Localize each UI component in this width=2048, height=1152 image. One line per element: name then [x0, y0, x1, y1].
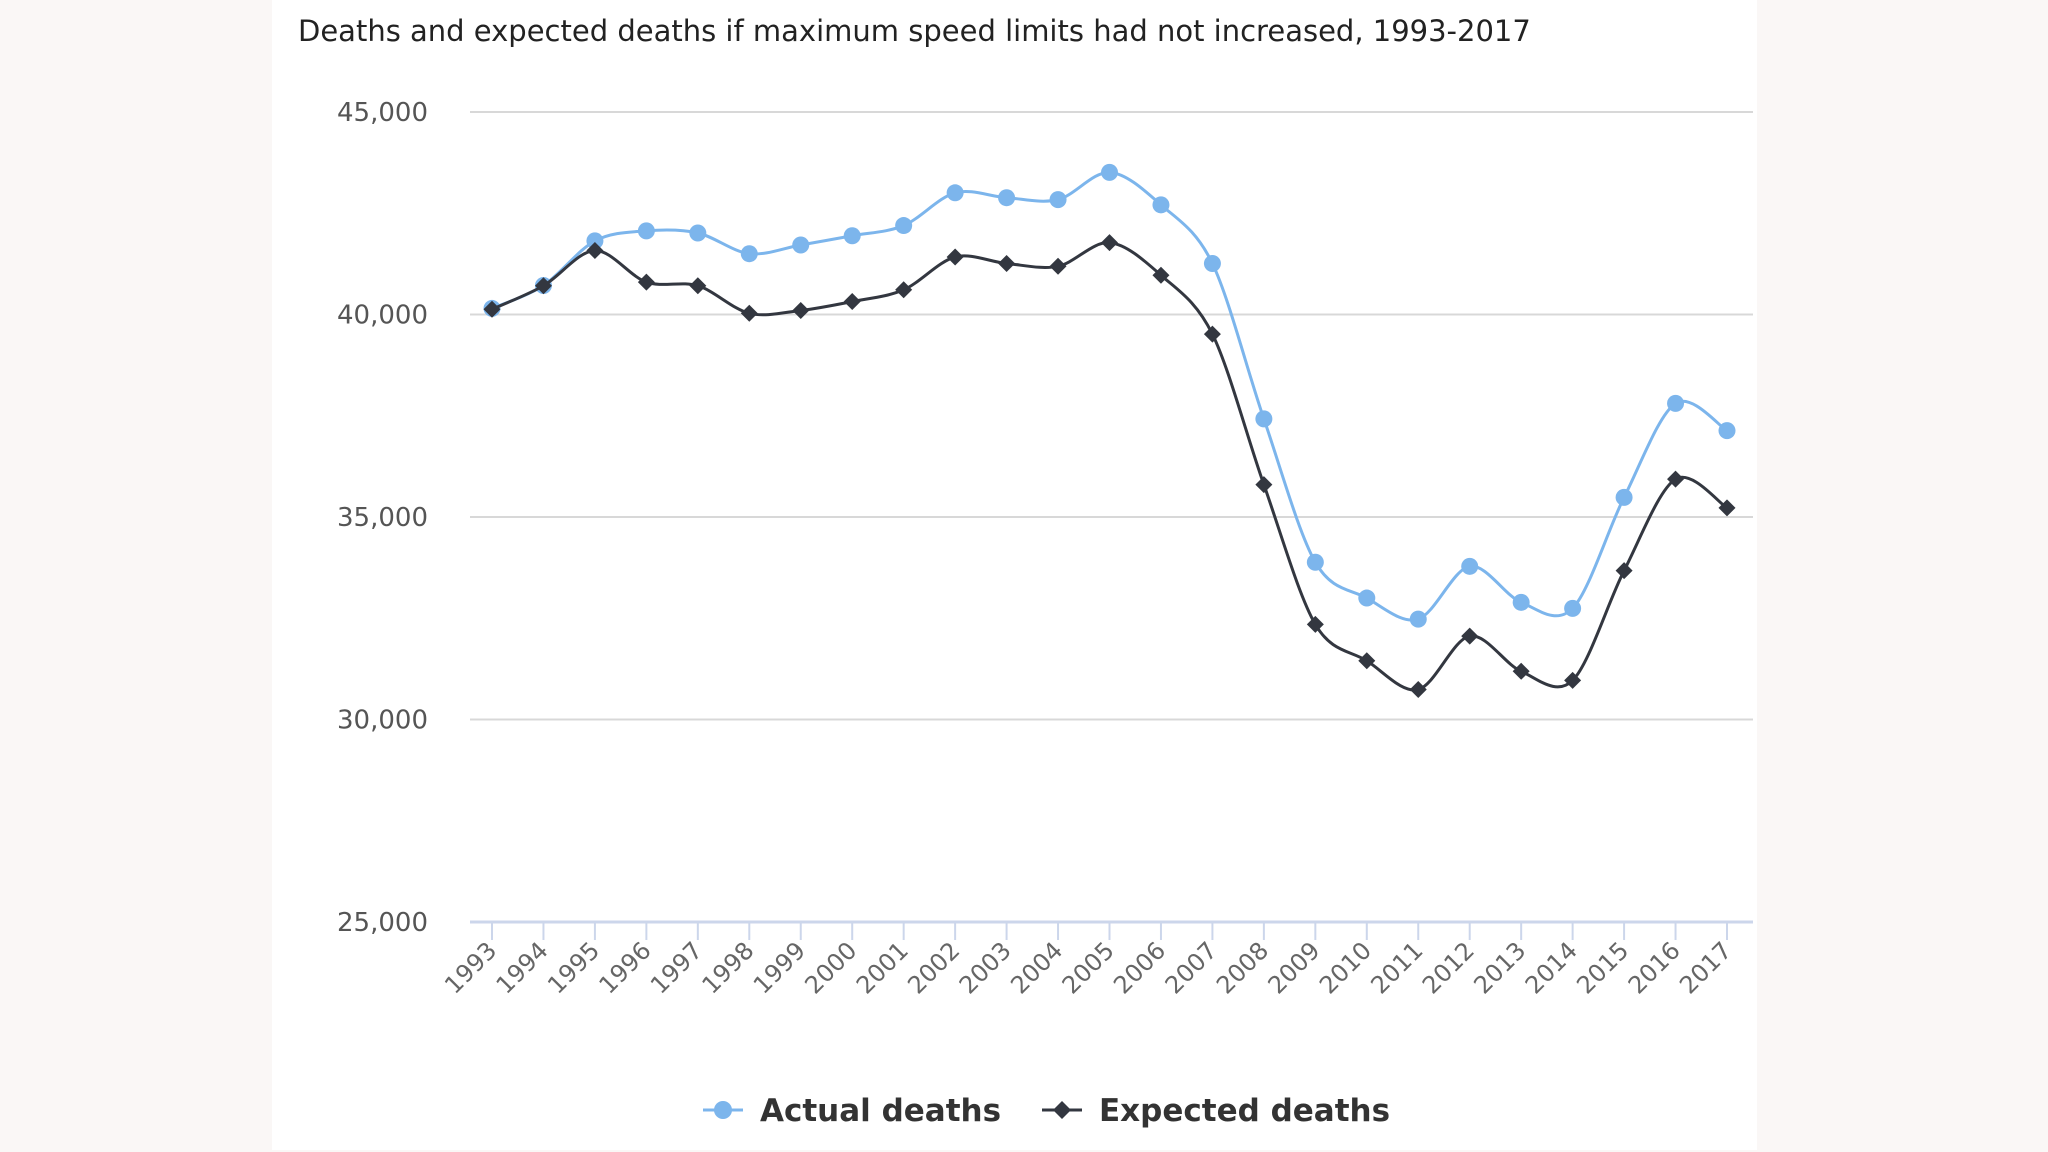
expected-deaths-point — [1564, 671, 1582, 689]
actual-deaths-point — [1718, 422, 1736, 440]
actual-deaths-point — [1255, 410, 1273, 428]
y-tick-label: 25,000 — [337, 908, 428, 938]
actual-deaths-point — [1564, 599, 1582, 617]
actual-deaths-point — [843, 227, 861, 245]
y-tick-label: 45,000 — [337, 98, 428, 128]
x-tick-label: 2010 — [1314, 936, 1377, 999]
x-tick-label: 2014 — [1520, 936, 1583, 999]
chart-title: Deaths and expected deaths if maximum sp… — [298, 14, 1531, 48]
expected-deaths-point — [843, 293, 861, 311]
legend-item-actual: Actual deaths — [760, 1093, 1001, 1129]
expected-legend-marker — [1053, 1101, 1071, 1119]
expected-deaths-point — [1409, 681, 1427, 699]
x-tick-label: 2004 — [1005, 936, 1068, 999]
actual-deaths-point — [1152, 196, 1170, 214]
x-tick-label: 2016 — [1623, 936, 1686, 999]
x-tick-label: 1994 — [491, 936, 554, 999]
expected-deaths-point — [483, 300, 501, 318]
x-tick-label: 1993 — [439, 936, 502, 999]
actual-deaths-point — [586, 232, 604, 250]
expected-deaths-point — [1358, 652, 1376, 670]
expected-deaths-point — [689, 277, 707, 295]
expected-deaths-point — [946, 248, 964, 266]
expected-deaths-point — [534, 277, 552, 295]
actual-deaths-point — [1409, 610, 1427, 628]
expected-deaths-point — [998, 254, 1016, 272]
actual-deaths-point — [1667, 394, 1685, 412]
x-tick-label: 2015 — [1571, 936, 1634, 999]
expected-deaths-point — [1512, 662, 1530, 680]
expected-deaths-point — [740, 304, 758, 322]
x-tick-label: 2007 — [1160, 936, 1223, 999]
x-tick-label: 2011 — [1366, 936, 1429, 999]
x-tick-label: 1995 — [542, 936, 605, 999]
expected-deaths-point — [1255, 476, 1273, 494]
expected-deaths-point — [1667, 470, 1685, 488]
expected-deaths-point — [1101, 234, 1118, 252]
actual-deaths-point — [1203, 255, 1221, 273]
x-tick-label: 1999 — [748, 936, 811, 999]
chart-panel — [272, 0, 1757, 1150]
x-tick-label: 2008 — [1211, 936, 1274, 999]
actual-deaths-point — [1049, 191, 1067, 209]
actual-deaths-point — [998, 189, 1016, 207]
legend-item-expected: Expected deaths — [1099, 1093, 1390, 1129]
x-tick-label: 2003 — [954, 936, 1017, 999]
expected-deaths-line — [491, 241, 1728, 692]
x-tick-label: 2013 — [1468, 936, 1531, 999]
actual-deaths-point — [740, 245, 758, 263]
expected-deaths-point — [1306, 615, 1324, 633]
actual-deaths-point — [1512, 593, 1530, 611]
x-tick-label: 1997 — [645, 936, 708, 999]
x-tick-label: 1996 — [594, 936, 657, 999]
x-tick-label: 2001 — [851, 936, 914, 999]
actual-deaths-point — [1306, 553, 1324, 571]
y-tick-label: 35,000 — [337, 503, 428, 533]
actual-deaths-point — [1358, 589, 1376, 607]
y-tick-label: 30,000 — [337, 706, 428, 736]
x-tick-label: 2009 — [1263, 936, 1326, 999]
x-tick-label: 2005 — [1057, 936, 1120, 999]
expected-deaths-point — [792, 301, 810, 319]
expected-deaths-point — [895, 281, 913, 299]
actual-deaths-point — [637, 222, 655, 240]
actual-deaths-point — [792, 236, 810, 254]
x-tick-label: 2017 — [1674, 936, 1737, 999]
actual-deaths-point — [1461, 557, 1479, 575]
actual-legend-marker — [714, 1101, 732, 1119]
expected-deaths-point — [637, 273, 655, 291]
expected-deaths-point — [1615, 562, 1633, 580]
actual-deaths-point — [689, 224, 707, 242]
expected-deaths-point — [1203, 325, 1221, 343]
x-tick-label: 1998 — [697, 936, 760, 999]
actual-deaths-point — [895, 217, 913, 235]
expected-deaths-point — [1718, 499, 1736, 517]
expected-deaths-point — [1461, 627, 1479, 645]
expected-deaths-point — [586, 242, 604, 260]
expected-deaths-point — [1049, 257, 1067, 275]
actual-deaths-point — [946, 184, 964, 202]
expected-deaths-point — [1152, 266, 1170, 284]
actual-deaths-point — [1101, 163, 1118, 181]
actual-deaths-point — [1615, 488, 1633, 506]
x-tick-label: 2002 — [902, 936, 965, 999]
y-tick-label: 40,000 — [337, 301, 428, 331]
x-tick-label: 2012 — [1417, 936, 1480, 999]
x-tick-label: 2006 — [1108, 936, 1171, 999]
x-tick-label: 2000 — [799, 936, 862, 999]
